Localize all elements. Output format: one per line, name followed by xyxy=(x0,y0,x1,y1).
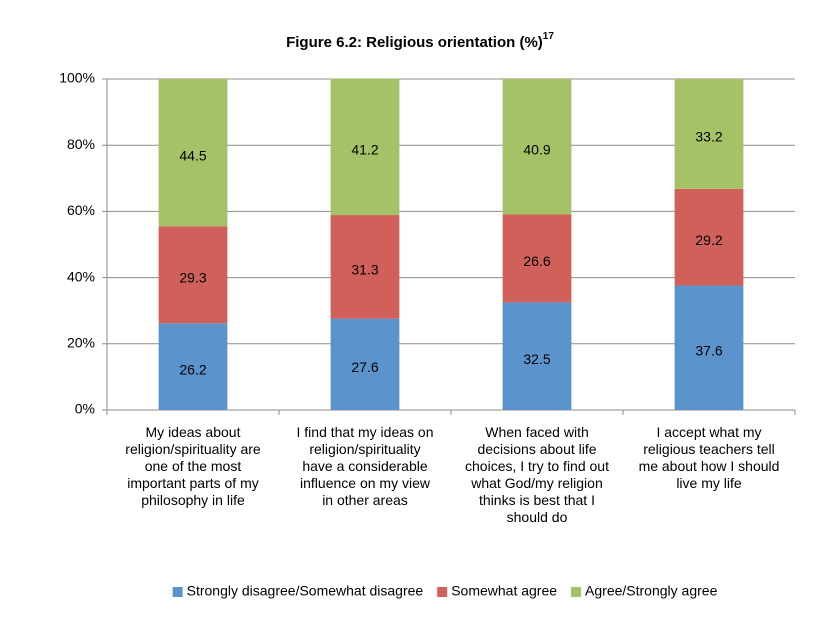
chart-title: Figure 6.2: Religious orientation (%)17 xyxy=(286,31,554,51)
legend-swatch xyxy=(172,587,183,597)
bar-segment xyxy=(502,214,572,303)
data-label: 27.6 xyxy=(351,359,378,375)
bar-segment xyxy=(674,188,744,286)
data-label: 40.9 xyxy=(523,141,550,157)
x-tick-label: I find that my ideas on religion/spiritu… xyxy=(296,424,434,508)
bar-segment xyxy=(674,285,744,410)
bar-segment xyxy=(502,79,572,215)
data-label: 44.5 xyxy=(179,147,206,163)
title-text: Figure 6.2: Religious orientation (%) xyxy=(286,34,543,51)
data-label: 33.2 xyxy=(695,129,722,145)
bar-segment xyxy=(674,79,744,189)
data-label: 41.2 xyxy=(351,142,378,158)
y-tick-label: 60% xyxy=(67,202,95,218)
title-superscript: 17 xyxy=(543,31,555,42)
x-tick-label: When faced with decisions about life cho… xyxy=(465,424,609,525)
data-label: 29.2 xyxy=(695,232,722,248)
bar-segment xyxy=(158,226,228,324)
y-tick-label: 0% xyxy=(75,401,95,417)
data-label: 29.3 xyxy=(179,269,206,285)
data-label: 37.6 xyxy=(695,342,722,358)
data-label: 26.6 xyxy=(523,253,550,269)
y-tick-label: 80% xyxy=(67,136,95,152)
y-tick-label: 20% xyxy=(67,335,95,351)
bar-segment xyxy=(502,302,572,410)
x-tick-label: My ideas about religion/spirituality are… xyxy=(125,424,261,508)
data-label: 26.2 xyxy=(179,361,206,377)
data-label: 32.5 xyxy=(523,351,550,367)
bar-segment xyxy=(330,318,400,410)
bar-segment xyxy=(158,79,228,227)
legend-label: Somewhat agree xyxy=(451,583,557,599)
legend-swatch xyxy=(437,587,448,597)
legend-swatch xyxy=(571,587,582,597)
data-label: 31.3 xyxy=(351,262,378,278)
legend-label: Strongly disagree/Somewhat disagree xyxy=(187,583,424,599)
bar-segment xyxy=(158,323,228,410)
legend-label: Agree/Strongly agree xyxy=(585,583,718,599)
bar-segment xyxy=(330,78,400,216)
y-tick-label: 100% xyxy=(59,70,95,86)
x-tick-label: I accept what my religious teachers tell… xyxy=(638,424,780,491)
y-tick-label: 40% xyxy=(67,268,95,284)
bar-segment xyxy=(330,215,400,319)
